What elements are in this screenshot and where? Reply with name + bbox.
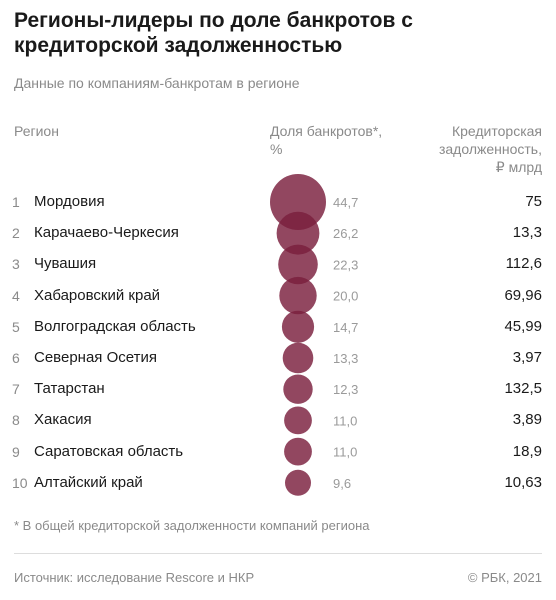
table-row: 8 Хакасия 3,89 [0, 406, 556, 437]
row-rank: 2 [12, 225, 20, 242]
row-debt: 69,96 [504, 286, 542, 304]
row-rank: 3 [12, 256, 20, 273]
row-region: Саратовская область [34, 442, 184, 460]
row-debt: 3,97 [512, 349, 542, 366]
row-debt: 132,5 [504, 380, 542, 398]
row-rank: 7 [12, 381, 20, 398]
row-rank: 4 [12, 287, 20, 304]
column-header-share-line: Доля банкротов*, [270, 123, 383, 139]
column-header-share: Доля банкротов*, % [270, 122, 382, 158]
row-debt: 3,89 [512, 411, 542, 429]
chart-subtitle: Данные по компаниям-банкротам в регионе [14, 75, 300, 91]
table-row: 9 Саратовская область 18,9 [0, 438, 556, 469]
row-region: Татарстан [34, 380, 105, 398]
source-note: Источник: исследование Rescore и НКР [14, 570, 255, 585]
row-rank: 10 [12, 474, 28, 491]
column-header-share-line: % [270, 141, 283, 157]
column-header-debt: Кредиторская задолженность, ₽ млрд [439, 122, 542, 176]
row-debt: 75 [525, 193, 542, 210]
chart-title: Регионы-лидеры по доле банкротов с креди… [14, 9, 413, 57]
row-debt: 45,99 [504, 317, 542, 335]
table-row: 6 Северная Осетия 3,97 [0, 344, 556, 375]
row-region: Волгоградская область [34, 317, 196, 335]
column-header-region: Регион [14, 123, 59, 139]
table-row: 4 Хабаровский край 69,96 [0, 282, 556, 313]
row-debt: 13,3 [512, 224, 542, 242]
column-header-debt-line: Кредиторская [451, 123, 542, 139]
row-region: Карачаево-Черкесия [34, 224, 179, 242]
row-region: Хабаровский край [34, 286, 161, 304]
row-rank: 8 [12, 412, 20, 429]
column-header-debt-line: ₽ млрд [495, 159, 542, 175]
table-row: 10 Алтайский край 10,63 [0, 469, 556, 500]
row-rank: 6 [12, 350, 20, 366]
row-debt: 10,63 [504, 473, 542, 491]
row-debt: 112,6 [505, 255, 542, 273]
table-row: 7 Татарстан 132,5 [0, 375, 556, 406]
copyright: © РБК, 2021 [467, 570, 542, 585]
row-rank: 1 [12, 194, 20, 210]
row-region: Хакасия [34, 411, 92, 429]
row-rank: 9 [12, 443, 20, 460]
row-region: Алтайский край [34, 473, 143, 491]
table-row: 2 Карачаево-Черкесия 13,3 [0, 219, 556, 250]
row-region: Северная Осетия [34, 349, 157, 366]
row-debt: 18,9 [512, 442, 542, 460]
row-region: Чувашия [34, 255, 97, 273]
column-header-debt-line: задолженность, [438, 141, 542, 157]
footnote: * В общей кредиторской задолженности ком… [14, 518, 370, 533]
footer-divider [14, 553, 542, 554]
table-row: 5 Волгоградская область 45,99 [0, 313, 556, 344]
row-region: Мордовия [34, 193, 105, 210]
table-row: 1 Мордовия 75 [0, 188, 556, 219]
table-row: 3 Чувашия 112,6 [0, 250, 556, 281]
row-rank: 5 [12, 318, 20, 335]
